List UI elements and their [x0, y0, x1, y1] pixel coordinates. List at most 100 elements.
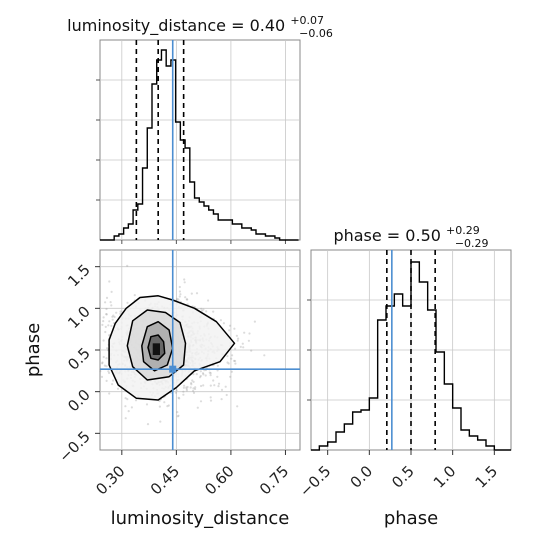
scatter-point [231, 354, 234, 357]
scatter-point [183, 281, 186, 284]
lumdist-hist-grid [100, 40, 300, 240]
scatter-point [119, 312, 122, 315]
scatter-point [192, 391, 196, 394]
panel-2d-density: 0.30 0.45 0.60 0.75 −0.5 0.0 0.5 1.0 1.5 lumino… [23, 249, 301, 529]
scatter-point [105, 357, 108, 360]
scatter-point [111, 315, 114, 318]
lumdist-title: luminosity_distance = 0.40 +0.07 −0.06 [67, 9, 333, 40]
scatter-point [194, 387, 197, 391]
scatter-point [111, 383, 114, 386]
scatter-point [176, 411, 179, 414]
scatter-point [189, 386, 192, 389]
scatter-point [204, 374, 207, 377]
scatter-point [127, 410, 130, 413]
scatter-point [199, 400, 203, 403]
scatter-point [200, 384, 203, 388]
density-ytick-label-1: 0.0 [64, 386, 94, 416]
scatter-point [107, 324, 110, 327]
density-contour-0 [108, 295, 236, 401]
scatter-point [208, 371, 211, 374]
scatter-point [209, 399, 213, 402]
scatter-point [105, 296, 109, 299]
scatter-point [192, 380, 195, 383]
scatter-point [225, 393, 228, 397]
scatter-point [200, 307, 203, 310]
scatter-point [243, 331, 246, 334]
scatter-point [126, 301, 129, 304]
scatter-point [250, 349, 253, 352]
scatter-point [108, 334, 111, 337]
scatter-point [207, 299, 210, 302]
scatter-point [186, 385, 189, 389]
scatter-point [166, 405, 169, 408]
scatter-point [205, 310, 208, 313]
scatter-point [227, 362, 230, 365]
density-ytick-label-2: 0.5 [64, 344, 94, 374]
scatter-point [108, 392, 111, 395]
scatter-point [190, 383, 193, 386]
scatter-point [190, 382, 193, 385]
scatter-point [146, 423, 150, 426]
phase-xtick-label-2: 0.5 [388, 462, 418, 492]
scatter-point [192, 373, 195, 376]
scatter-point [158, 405, 161, 408]
scatter-point [247, 339, 250, 342]
scatter-point [105, 313, 108, 316]
scatter-point [236, 339, 239, 342]
scatter-point [178, 397, 181, 400]
scatter-point [101, 323, 104, 326]
scatter-point [177, 414, 180, 417]
scatter-point [177, 396, 180, 399]
scatter-point [220, 388, 224, 391]
scatter-point [185, 298, 188, 301]
scatter-point [186, 298, 189, 301]
scatter-point [105, 365, 108, 368]
scatter-point [195, 292, 199, 295]
scatter-point [110, 290, 113, 293]
scatter-point [175, 389, 178, 392]
phase-x-ticks: −0.5 0.0 0.5 1.0 1.5 [296, 450, 501, 501]
scatter-point [235, 334, 238, 337]
scatter-point [202, 308, 205, 311]
density-y-ticks: −0.5 0.0 0.5 1.0 1.5 [55, 261, 100, 466]
scatter-point [124, 405, 127, 408]
scatter-point [109, 301, 112, 304]
scatter-point [201, 372, 205, 375]
density-xtick-label-0: 0.30 [92, 462, 128, 498]
scatter-point [145, 403, 149, 406]
scatter-point [113, 315, 116, 319]
scatter-point [226, 355, 229, 358]
scatter-point [202, 373, 205, 376]
scatter-point [212, 310, 215, 313]
scatter-point [182, 390, 185, 393]
scatter-point [185, 389, 188, 392]
scatter-point [104, 325, 107, 328]
scatter-point [182, 393, 185, 396]
scatter-point [102, 355, 105, 359]
density-contour-3 [147, 334, 166, 361]
scatter-point [159, 420, 162, 423]
scatter-point [199, 376, 202, 379]
scatter-point [263, 354, 266, 357]
scatter-point [105, 313, 108, 316]
scatter-point [199, 374, 202, 378]
scatter-point [183, 278, 186, 281]
scatter-point [185, 387, 188, 390]
scatter-point [176, 297, 179, 300]
scatter-point [126, 398, 129, 401]
scatter-point [101, 361, 104, 364]
scatter-point [112, 379, 115, 382]
scatter-point [234, 359, 237, 363]
phase-xtick-label-1: 0.0 [347, 462, 377, 492]
density-xtick-label-3: 0.75 [256, 462, 292, 498]
scatter-point [124, 397, 127, 400]
scatter-point [228, 329, 231, 332]
scatter-point [176, 415, 179, 418]
scatter-point [194, 386, 197, 389]
scatter-point [195, 373, 198, 376]
scatter-point [217, 382, 221, 385]
scatter-point [212, 379, 215, 382]
scatter-point [103, 364, 106, 367]
panel-lumdist-hist: luminosity_distance = 0.40 +0.07 −0.06 [67, 9, 333, 244]
scatter-point [228, 324, 232, 327]
